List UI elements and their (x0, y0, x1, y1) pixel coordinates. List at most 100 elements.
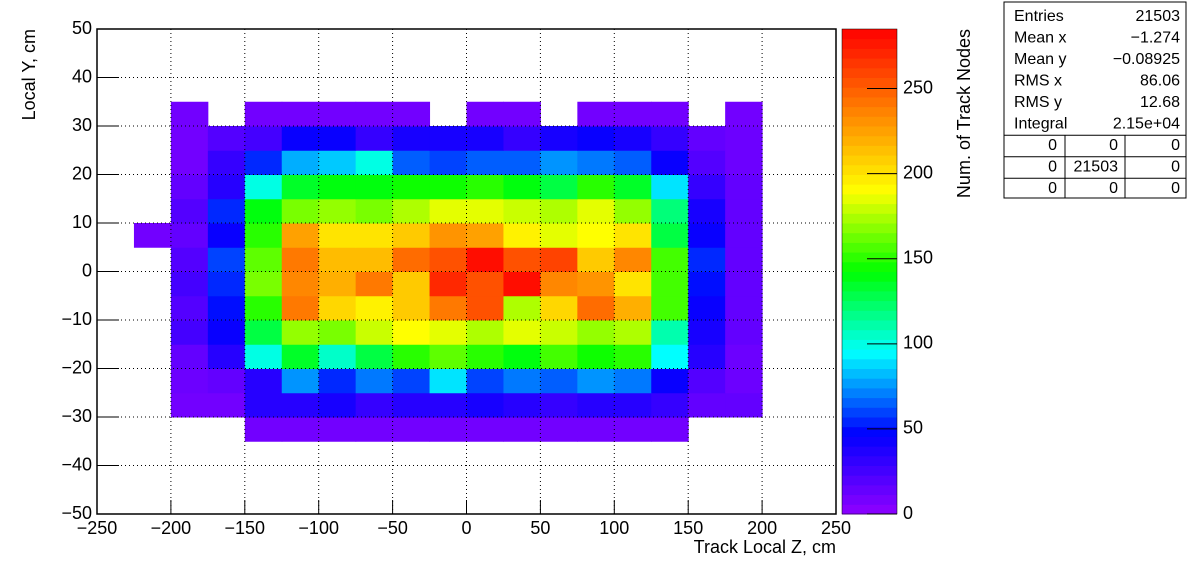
heatmap-cell (577, 271, 615, 297)
heatmap-cell (207, 344, 246, 369)
heatmap-cell (281, 295, 320, 321)
stats-cell: 0 (1048, 159, 1057, 176)
y-tick-label: 10 (72, 212, 92, 232)
heatmap-cell (170, 174, 209, 200)
heatmap-cell (503, 320, 541, 345)
x-tick-label: 200 (747, 518, 777, 538)
heatmap-cell (244, 392, 283, 418)
heatmap-cell (281, 174, 320, 200)
stats-box (1003, 1, 1187, 199)
heatmap-cell (614, 344, 652, 369)
heatmap-cell (577, 223, 615, 248)
stats-cell: 0 (1171, 137, 1180, 154)
heatmap-cell (651, 223, 689, 248)
heatmap-cell (503, 344, 541, 369)
heatmap-cell (688, 247, 726, 272)
colorbar-band (842, 320, 897, 331)
heatmap-cell (355, 174, 394, 200)
heatmap-cell (503, 417, 541, 442)
colorbar-band (842, 455, 897, 466)
heatmap-cell (170, 344, 209, 369)
heatmap-cell (318, 198, 357, 224)
y-tick-label: 40 (72, 66, 92, 86)
heatmap-cell (170, 150, 209, 175)
heatmap-cell (725, 344, 763, 369)
heatmap-cell (614, 247, 652, 272)
heatmap-cell (429, 368, 467, 394)
heatmap-cell (577, 344, 615, 369)
colorbar-band (842, 475, 897, 486)
heatmap-cell (651, 126, 689, 151)
y-tick-label: 0 (82, 260, 92, 280)
heatmap-cell (503, 101, 541, 127)
heatmap-cell (170, 101, 209, 127)
heatmap-cell (281, 223, 320, 248)
heatmap-cell (614, 368, 652, 394)
heatmap-cell (725, 320, 763, 345)
heatmap-cell (355, 247, 394, 272)
heatmap-cell (281, 320, 320, 345)
x-tick-label: −250 (77, 518, 118, 538)
y-tick-label: −10 (61, 309, 92, 329)
heatmap-cell (651, 320, 689, 345)
colorbar-band (842, 242, 897, 253)
heatmap-cell (207, 320, 246, 345)
y-tick-label: 30 (72, 115, 92, 135)
heatmap-cell (651, 392, 689, 418)
heatmap-cell (170, 126, 209, 151)
heatmap-cell (207, 271, 246, 297)
heatmap-cell (503, 174, 541, 200)
heatmap-cell (392, 344, 431, 369)
heatmap-cell (244, 320, 283, 345)
stats-value: 21503 (1136, 8, 1181, 25)
heatmap-cell (207, 247, 246, 272)
colorbar-band (842, 349, 897, 360)
heatmap-cell (318, 320, 357, 345)
heatmap-cell (207, 223, 246, 248)
heatmap-cell (170, 198, 209, 224)
colorbar-band (842, 193, 897, 205)
heatmap-cell (355, 417, 394, 442)
colorbar-tick-label: 250 (903, 77, 933, 97)
heatmap-cell (614, 320, 652, 345)
colorbar-band (842, 232, 897, 243)
colorbar-band (842, 116, 897, 127)
heatmap-cell (355, 392, 394, 418)
heatmap-cell (244, 344, 283, 369)
heatmap-cell (466, 198, 504, 224)
heatmap-cell (170, 271, 209, 297)
heatmap-cell (355, 223, 394, 248)
heatmap-cell (614, 392, 652, 418)
heatmap-cell (725, 271, 763, 297)
heatmap-cell (244, 101, 283, 127)
stats-value: 86.06 (1140, 73, 1180, 90)
heatmap-cell (503, 295, 541, 321)
heatmap-cell (318, 392, 357, 418)
stats-value: −0.08925 (1113, 51, 1180, 68)
heatmap-cell (355, 320, 394, 345)
heatmap-cell (577, 247, 615, 272)
colorbar-band (842, 300, 897, 311)
heatmap-cell (281, 101, 320, 127)
colorbar-band (842, 504, 897, 515)
colorbar-band (842, 465, 897, 476)
heatmap-cell (170, 247, 209, 272)
y-tick-label: −50 (61, 503, 92, 523)
heatmap-cell (244, 150, 283, 175)
y-tick-label: −30 (61, 406, 92, 426)
colorbar-band (842, 436, 897, 447)
stats-value: 12.68 (1140, 94, 1180, 111)
heatmap-cell (577, 295, 615, 321)
heatmap-cell (725, 368, 763, 394)
x-tick-label: −100 (298, 518, 339, 538)
heatmap-cell (725, 198, 763, 224)
x-tick-label: 150 (673, 518, 703, 538)
heatmap-cell (651, 198, 689, 224)
colorbar-band (842, 164, 897, 175)
heatmap-cell (466, 101, 504, 127)
heatmap-cell (466, 392, 504, 418)
heatmap-cell (318, 295, 357, 321)
heatmap-cell (577, 198, 615, 224)
colorbar-band (842, 484, 897, 496)
heatmap-cell (466, 126, 504, 151)
